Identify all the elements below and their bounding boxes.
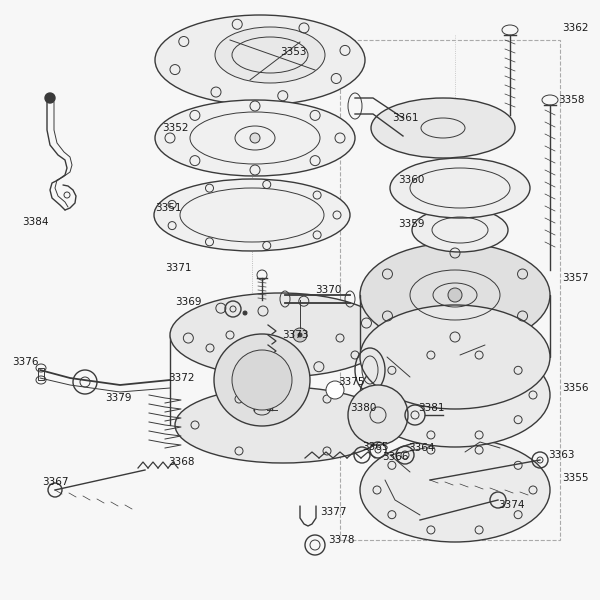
Text: 3351: 3351 xyxy=(155,203,182,213)
Text: 3373: 3373 xyxy=(282,330,308,340)
Text: 3370: 3370 xyxy=(315,285,341,295)
Text: 3371: 3371 xyxy=(165,263,191,273)
Ellipse shape xyxy=(371,98,515,158)
Text: 3381: 3381 xyxy=(418,403,445,413)
Ellipse shape xyxy=(360,438,550,542)
Text: 3359: 3359 xyxy=(398,219,425,229)
Text: 3361: 3361 xyxy=(392,113,419,123)
Text: 3372: 3372 xyxy=(168,373,194,383)
Text: 3357: 3357 xyxy=(562,273,589,283)
Text: 3368: 3368 xyxy=(168,457,194,467)
Circle shape xyxy=(348,385,408,445)
Text: 3363: 3363 xyxy=(548,450,575,460)
Ellipse shape xyxy=(412,208,508,252)
Text: 3369: 3369 xyxy=(175,297,202,307)
Ellipse shape xyxy=(215,27,325,83)
Circle shape xyxy=(45,93,55,103)
Text: 3384: 3384 xyxy=(22,217,49,227)
Ellipse shape xyxy=(155,15,365,105)
Ellipse shape xyxy=(390,158,530,218)
Ellipse shape xyxy=(170,293,390,377)
Text: 3352: 3352 xyxy=(162,123,188,133)
Text: 3365: 3365 xyxy=(362,442,389,452)
Circle shape xyxy=(293,328,307,342)
Text: 3376: 3376 xyxy=(12,357,38,367)
Circle shape xyxy=(448,288,462,302)
Text: 3377: 3377 xyxy=(320,507,347,517)
Ellipse shape xyxy=(232,350,292,410)
Text: 3375: 3375 xyxy=(338,377,365,387)
Ellipse shape xyxy=(214,334,310,426)
Circle shape xyxy=(326,381,344,399)
Text: 3358: 3358 xyxy=(558,95,584,105)
Ellipse shape xyxy=(360,343,550,447)
Text: 3362: 3362 xyxy=(562,23,589,33)
Ellipse shape xyxy=(154,179,350,251)
Text: 3378: 3378 xyxy=(328,535,355,545)
Circle shape xyxy=(250,133,260,143)
Text: 3374: 3374 xyxy=(498,500,524,510)
Ellipse shape xyxy=(360,305,550,409)
Text: 3380: 3380 xyxy=(350,403,376,413)
Ellipse shape xyxy=(155,100,355,176)
Text: 3353: 3353 xyxy=(280,47,307,57)
Text: 3379: 3379 xyxy=(105,393,131,403)
Bar xyxy=(340,40,560,540)
Text: 3356: 3356 xyxy=(562,383,589,393)
Circle shape xyxy=(298,333,302,337)
Text: 3364: 3364 xyxy=(408,443,434,453)
Ellipse shape xyxy=(360,243,550,347)
Ellipse shape xyxy=(175,387,391,463)
Text: 3360: 3360 xyxy=(398,175,424,185)
Text: 3355: 3355 xyxy=(562,473,589,483)
Text: 3367: 3367 xyxy=(42,477,68,487)
Bar xyxy=(38,368,44,380)
Circle shape xyxy=(243,311,247,315)
Text: 3366: 3366 xyxy=(382,452,409,462)
